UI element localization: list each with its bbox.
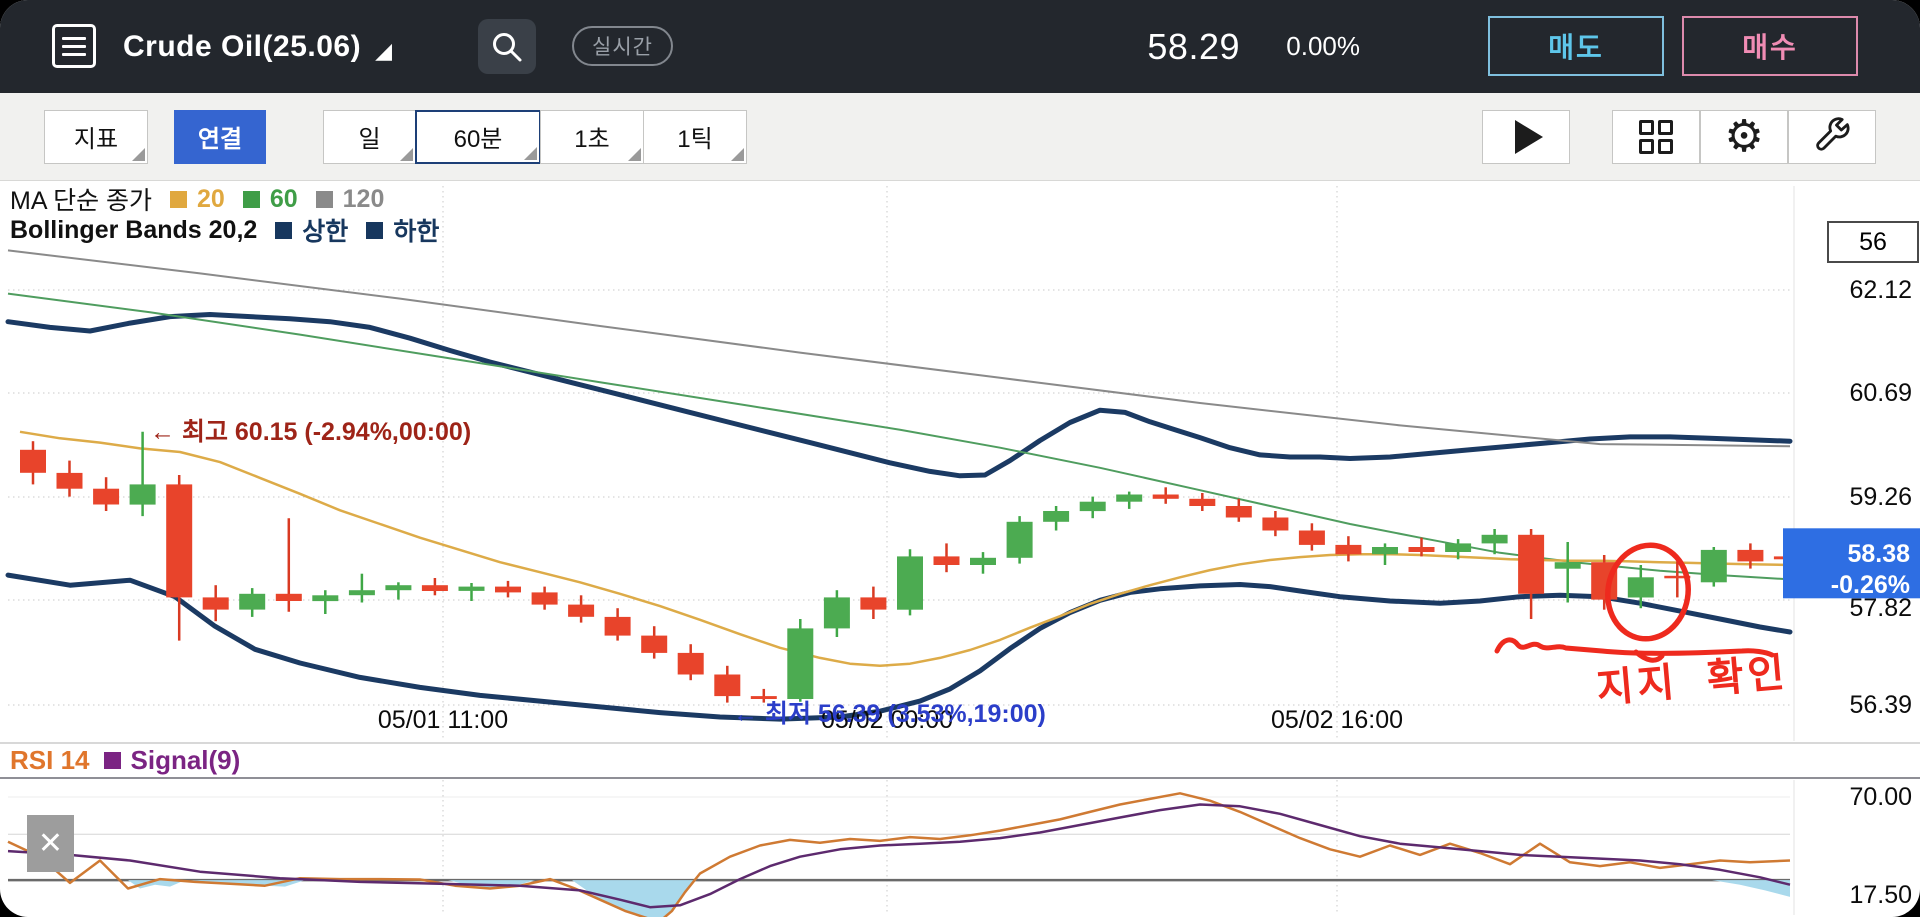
ma20-swatch-icon xyxy=(170,190,188,208)
period-day-button[interactable]: 일 xyxy=(323,109,416,164)
connect-button[interactable]: 연결 xyxy=(174,109,266,164)
dropdown-corner-icon xyxy=(628,147,641,161)
dropdown-corner-icon xyxy=(132,147,145,161)
tools-button[interactable] xyxy=(1788,109,1876,164)
period-60min-label: 60분 xyxy=(453,126,503,153)
high-annotation: ← 최고 60.15 (-2.94%,00:00) xyxy=(150,418,472,446)
indicator-button[interactable]: 지표 xyxy=(44,109,148,164)
ma20-legend-value: 20 xyxy=(197,184,225,213)
rsi-axis-label: 17.50 xyxy=(1849,881,1912,909)
dropdown-triangle-icon: ◢ xyxy=(375,37,392,63)
realtime-badge[interactable]: 실시간 xyxy=(572,26,673,66)
current-price-change: -0.26% xyxy=(1830,571,1910,599)
signal-legend-label: Signal(9) xyxy=(130,745,241,775)
wrench-icon xyxy=(1816,116,1850,151)
rsi-close-button[interactable]: ✕ xyxy=(27,815,74,872)
ma60-swatch-icon xyxy=(242,190,260,208)
rsi-axis-label: 70.00 xyxy=(1849,783,1912,811)
period-1sec-label: 1초 xyxy=(574,126,610,153)
header-bar: Crude Oil(25.06) ◢ 실시간 58.29 0.00% 매도 매수 xyxy=(0,0,1920,93)
y-axis-label: 60.69 xyxy=(1849,379,1912,407)
symbol-selector[interactable]: Crude Oil(25.06) ◢ xyxy=(123,0,392,93)
y-axis-label: 62.12 xyxy=(1849,276,1912,304)
x-axis-label: 05/02 16:00 xyxy=(1270,706,1404,734)
settings-gear-icon: ⚙ xyxy=(1724,111,1764,161)
current-price-value: 58.38 xyxy=(1847,540,1910,568)
rsi-legend: RSI 14 Signal(9) xyxy=(10,745,240,776)
signal-swatch-icon xyxy=(103,752,121,769)
buy-button[interactable]: 매수 xyxy=(1682,16,1858,76)
dropdown-corner-icon xyxy=(400,147,413,161)
boll-lower-label: 하한 xyxy=(393,218,440,246)
ma-legend: MA 단순 종가 20 60 120 xyxy=(10,181,384,217)
y-axis-label: 57.82 xyxy=(1849,594,1912,622)
boll-upper-swatch-icon xyxy=(275,221,293,239)
dropdown-corner-icon xyxy=(524,146,537,160)
period-1tick-button[interactable]: 1틱 xyxy=(643,109,747,164)
y-axis-label: 59.26 xyxy=(1849,483,1912,511)
close-icon: ✕ xyxy=(37,827,64,860)
period-1tick-label: 1틱 xyxy=(677,126,713,153)
settings-button[interactable]: ⚙ xyxy=(1700,109,1788,164)
ma-legend-title: MA 단순 종가 xyxy=(10,187,153,215)
layout-grid-button[interactable] xyxy=(1612,109,1700,164)
play-icon xyxy=(1515,119,1543,154)
y-axis-label: 56.39 xyxy=(1849,691,1912,719)
chart-canvas[interactable] xyxy=(0,180,1920,917)
current-price: 58.29 xyxy=(1147,25,1240,67)
layout-grid-icon xyxy=(1639,119,1673,154)
search-icon xyxy=(493,32,522,61)
indicator-button-label: 지표 xyxy=(73,126,119,153)
menu-icon[interactable] xyxy=(52,24,96,68)
ma120-legend-value: 120 xyxy=(342,184,385,213)
period-day-label: 일 xyxy=(358,126,381,153)
current-price-tag: 58.38 -0.26% xyxy=(1786,539,1910,601)
price-change-percent: 0.00% xyxy=(1286,31,1360,61)
ma120-swatch-icon xyxy=(315,190,333,208)
boll-lower-swatch-icon xyxy=(366,221,384,239)
chart-tools-group: ⚙ xyxy=(1612,109,1876,164)
price-scale-input[interactable]: 56 xyxy=(1827,221,1919,263)
x-axis-label: 05/01 11:00 xyxy=(377,706,509,734)
chart-toolbar: 지표 연결 일 60분 1초 1틱 ⚙ xyxy=(0,93,1920,181)
bollinger-legend: Bollinger Bands 20,2 상한 하한 xyxy=(10,212,439,248)
period-1sec-button[interactable]: 1초 xyxy=(540,109,644,164)
rsi-legend-label: RSI 14 xyxy=(10,745,90,775)
period-60min-button[interactable]: 60분 xyxy=(415,109,541,164)
search-button[interactable] xyxy=(478,19,536,74)
low-annotation: ← 최저 56.39 (3.53%,19:00) xyxy=(733,700,1046,728)
page-title: Crude Oil(25.06) xyxy=(123,29,362,63)
dropdown-corner-icon xyxy=(731,147,744,161)
boll-upper-label: 상한 xyxy=(302,218,349,246)
connect-button-label: 연결 xyxy=(197,126,243,153)
sell-button[interactable]: 매도 xyxy=(1488,16,1664,76)
bollinger-legend-title: Bollinger Bands 20,2 xyxy=(10,215,258,244)
play-button[interactable] xyxy=(1482,109,1570,164)
ma60-legend-value: 60 xyxy=(269,184,298,213)
x-axis-label: 05/02 00:00 xyxy=(820,706,954,734)
period-button-group: 일 60분 1초 1틱 xyxy=(323,109,747,164)
